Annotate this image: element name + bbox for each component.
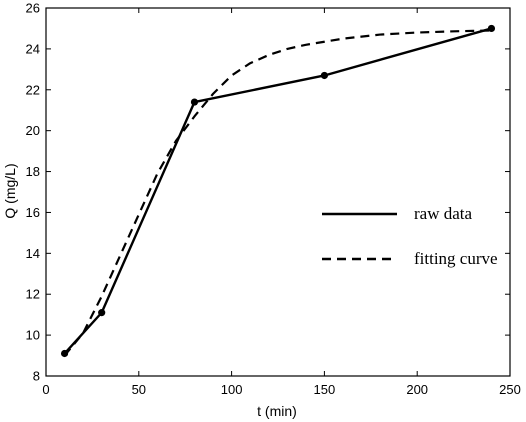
x-tick-label: 100 bbox=[221, 382, 243, 397]
series-layer bbox=[60, 24, 496, 358]
x-tick-label: 0 bbox=[42, 382, 49, 397]
y-tick-label: 24 bbox=[26, 41, 40, 56]
raw-data-point bbox=[190, 98, 199, 106]
raw-data-point bbox=[98, 309, 106, 317]
y-tick-label: 16 bbox=[26, 205, 40, 220]
x-axis-label: t (min) bbox=[257, 403, 297, 419]
y-tick-label: 14 bbox=[26, 246, 40, 261]
y-axis-label: Q (mg/L) bbox=[2, 163, 18, 218]
axes bbox=[45, 7, 511, 377]
x-tick-label: 250 bbox=[499, 382, 521, 397]
y-tick-label: 8 bbox=[33, 369, 40, 384]
fitting-curve-line bbox=[63, 29, 492, 357]
x-tick-label: 150 bbox=[314, 382, 336, 397]
raw-data-point bbox=[320, 71, 328, 80]
plot-frame bbox=[45, 7, 511, 377]
legend-label-raw-data: raw data bbox=[414, 204, 473, 223]
y-tick-label: 26 bbox=[26, 1, 40, 16]
y-tick-label: 18 bbox=[26, 164, 40, 179]
x-tick-label: 50 bbox=[132, 382, 146, 397]
raw-data-line bbox=[63, 27, 492, 355]
raw-data-point bbox=[487, 24, 496, 33]
y-tick-label: 20 bbox=[26, 123, 40, 138]
legend-label-fitting-curve: fitting curve bbox=[414, 249, 498, 268]
legend: raw data fitting curve bbox=[322, 204, 498, 268]
x-ticks: 0 50 100 150 200 250 bbox=[42, 8, 521, 397]
y-tick-label: 10 bbox=[26, 328, 40, 343]
y-tick-label: 22 bbox=[26, 82, 40, 97]
x-tick-label: 200 bbox=[406, 382, 428, 397]
y-ticks: 8 10 12 14 16 18 20 22 24 26 bbox=[26, 1, 510, 384]
y-tick-label: 12 bbox=[26, 287, 40, 302]
